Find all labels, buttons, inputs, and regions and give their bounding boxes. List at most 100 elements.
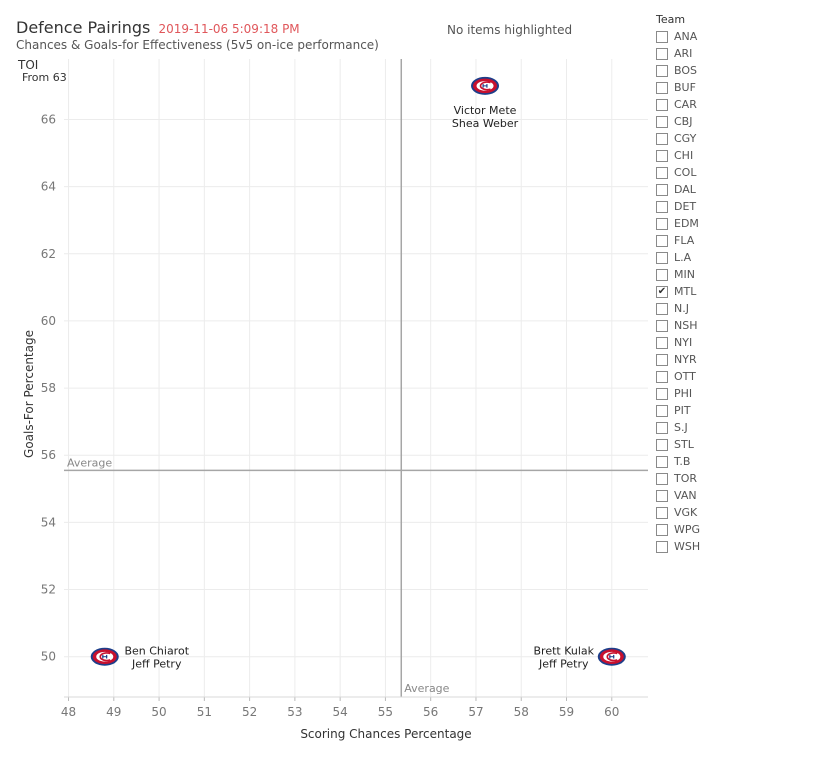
team-checkbox[interactable] xyxy=(656,251,668,264)
legend-item-nsh[interactable]: NSH xyxy=(656,317,816,334)
x-tick-label: 60 xyxy=(604,705,619,719)
legend-item-nyr[interactable]: NYR xyxy=(656,351,816,368)
legend-item-bos[interactable]: BOS xyxy=(656,62,816,79)
team-label: CBJ xyxy=(674,115,693,128)
legend-item-det[interactable]: DET xyxy=(656,198,816,215)
point-label-line1: Victor Mete xyxy=(454,104,517,117)
legend-item-wpg[interactable]: WPG xyxy=(656,521,816,538)
legend-item-tb[interactable]: T.B xyxy=(656,453,816,470)
legend-item-vgk[interactable]: VGK xyxy=(656,504,816,521)
team-checkbox[interactable] xyxy=(656,438,668,451)
team-checkbox[interactable] xyxy=(656,234,668,247)
mtl-logo-icon xyxy=(90,647,119,666)
grid-layer xyxy=(64,59,648,697)
team-checkbox[interactable] xyxy=(656,353,668,366)
x-tick-label: 49 xyxy=(106,705,121,719)
team-checkbox[interactable] xyxy=(656,217,668,230)
team-label: FLA xyxy=(674,234,695,247)
team-checkbox[interactable] xyxy=(656,132,668,145)
y-average-label: Average xyxy=(67,456,112,469)
team-checkbox[interactable] xyxy=(656,370,668,383)
point-label-line1: Brett Kulak xyxy=(534,645,595,658)
logo-h-bar xyxy=(102,656,108,658)
legend-item-ott[interactable]: OTT xyxy=(656,368,816,385)
legend-item-chi[interactable]: CHI xyxy=(656,147,816,164)
point-label-line2: Shea Weber xyxy=(452,117,519,130)
team-checkbox[interactable] xyxy=(656,115,668,128)
team-label: N.J xyxy=(674,302,689,315)
reference-lines: Average Average xyxy=(64,59,648,697)
team-checkbox[interactable] xyxy=(656,268,668,281)
legend-item-wsh[interactable]: WSH xyxy=(656,538,816,555)
legend-item-pit[interactable]: PIT xyxy=(656,402,816,419)
toi-filter-value[interactable]: From 63 xyxy=(22,71,67,84)
y-tick-label: 64 xyxy=(41,180,56,194)
x-tick-label: 55 xyxy=(378,705,393,719)
team-checkbox[interactable] xyxy=(656,455,668,468)
team-checkbox[interactable] xyxy=(656,183,668,196)
legend-item-stl[interactable]: STL xyxy=(656,436,816,453)
team-checkbox[interactable] xyxy=(656,387,668,400)
legend-item-nj[interactable]: N.J xyxy=(656,300,816,317)
legend-item-cgy[interactable]: CGY xyxy=(656,130,816,147)
team-checkbox[interactable] xyxy=(656,506,668,519)
team-checkbox[interactable] xyxy=(656,336,668,349)
y-tick-label: 54 xyxy=(41,515,56,529)
x-tick-label: 50 xyxy=(151,705,166,719)
team-label: TOR xyxy=(674,472,698,485)
legend-item-tor[interactable]: TOR xyxy=(656,470,816,487)
team-checkbox[interactable]: ✔ xyxy=(656,285,668,298)
legend-item-van[interactable]: VAN xyxy=(656,487,816,504)
x-tick-label: 56 xyxy=(423,705,438,719)
team-checkbox[interactable] xyxy=(656,166,668,179)
team-checkbox[interactable] xyxy=(656,302,668,315)
legend-item-dal[interactable]: DAL xyxy=(656,181,816,198)
legend-item-car[interactable]: CAR xyxy=(656,96,816,113)
team-label: EDM xyxy=(674,217,699,230)
legend-item-col[interactable]: COL xyxy=(656,164,816,181)
title-row: Defence Pairings 2019-11-06 5:09:18 PM xyxy=(16,18,300,37)
team-checkbox[interactable] xyxy=(656,404,668,417)
point-label-line1: Ben Chiarot xyxy=(124,645,189,658)
team-label: BOS xyxy=(674,64,697,77)
team-checkbox[interactable] xyxy=(656,200,668,213)
team-label: ARI xyxy=(674,47,693,60)
x-tick-label: 59 xyxy=(559,705,574,719)
team-checkbox[interactable] xyxy=(656,421,668,434)
team-label: CAR xyxy=(674,98,697,111)
legend-item-edm[interactable]: EDM xyxy=(656,215,816,232)
team-checkbox[interactable] xyxy=(656,540,668,553)
team-checkbox[interactable] xyxy=(656,47,668,60)
legend-item-mtl[interactable]: ✔ MTL xyxy=(656,283,816,300)
team-checkbox[interactable] xyxy=(656,523,668,536)
team-checkbox[interactable] xyxy=(656,149,668,162)
legend-item-fla[interactable]: FLA xyxy=(656,232,816,249)
team-legend: Team ANA ARI BOS BUF CAR CBJ CGY CHI COL DAL DET ED… xyxy=(656,13,816,555)
team-checkbox[interactable] xyxy=(656,472,668,485)
legend-item-nyi[interactable]: NYI xyxy=(656,334,816,351)
legend-item-sj[interactable]: S.J xyxy=(656,419,816,436)
timestamp: 2019-11-06 5:09:18 PM xyxy=(158,22,300,36)
legend-item-min[interactable]: MIN xyxy=(656,266,816,283)
team-label: ANA xyxy=(674,30,698,43)
legend-item-buf[interactable]: BUF xyxy=(656,79,816,96)
team-label: PIT xyxy=(674,404,691,417)
legend-item-cbj[interactable]: CBJ xyxy=(656,113,816,130)
y-tick-label: 62 xyxy=(41,247,56,261)
team-checkbox[interactable] xyxy=(656,64,668,77)
team-checkbox[interactable] xyxy=(656,319,668,332)
x-tick-label: 58 xyxy=(514,705,529,719)
legend-item-la[interactable]: L.A xyxy=(656,249,816,266)
team-checkbox[interactable] xyxy=(656,81,668,94)
team-checkbox[interactable] xyxy=(656,98,668,111)
legend-item-phi[interactable]: PHI xyxy=(656,385,816,402)
team-checkbox[interactable] xyxy=(656,489,668,502)
team-checkbox[interactable] xyxy=(656,30,668,43)
legend-item-ari[interactable]: ARI xyxy=(656,45,816,62)
logo-c xyxy=(99,652,111,662)
legend-item-ana[interactable]: ANA xyxy=(656,28,816,45)
